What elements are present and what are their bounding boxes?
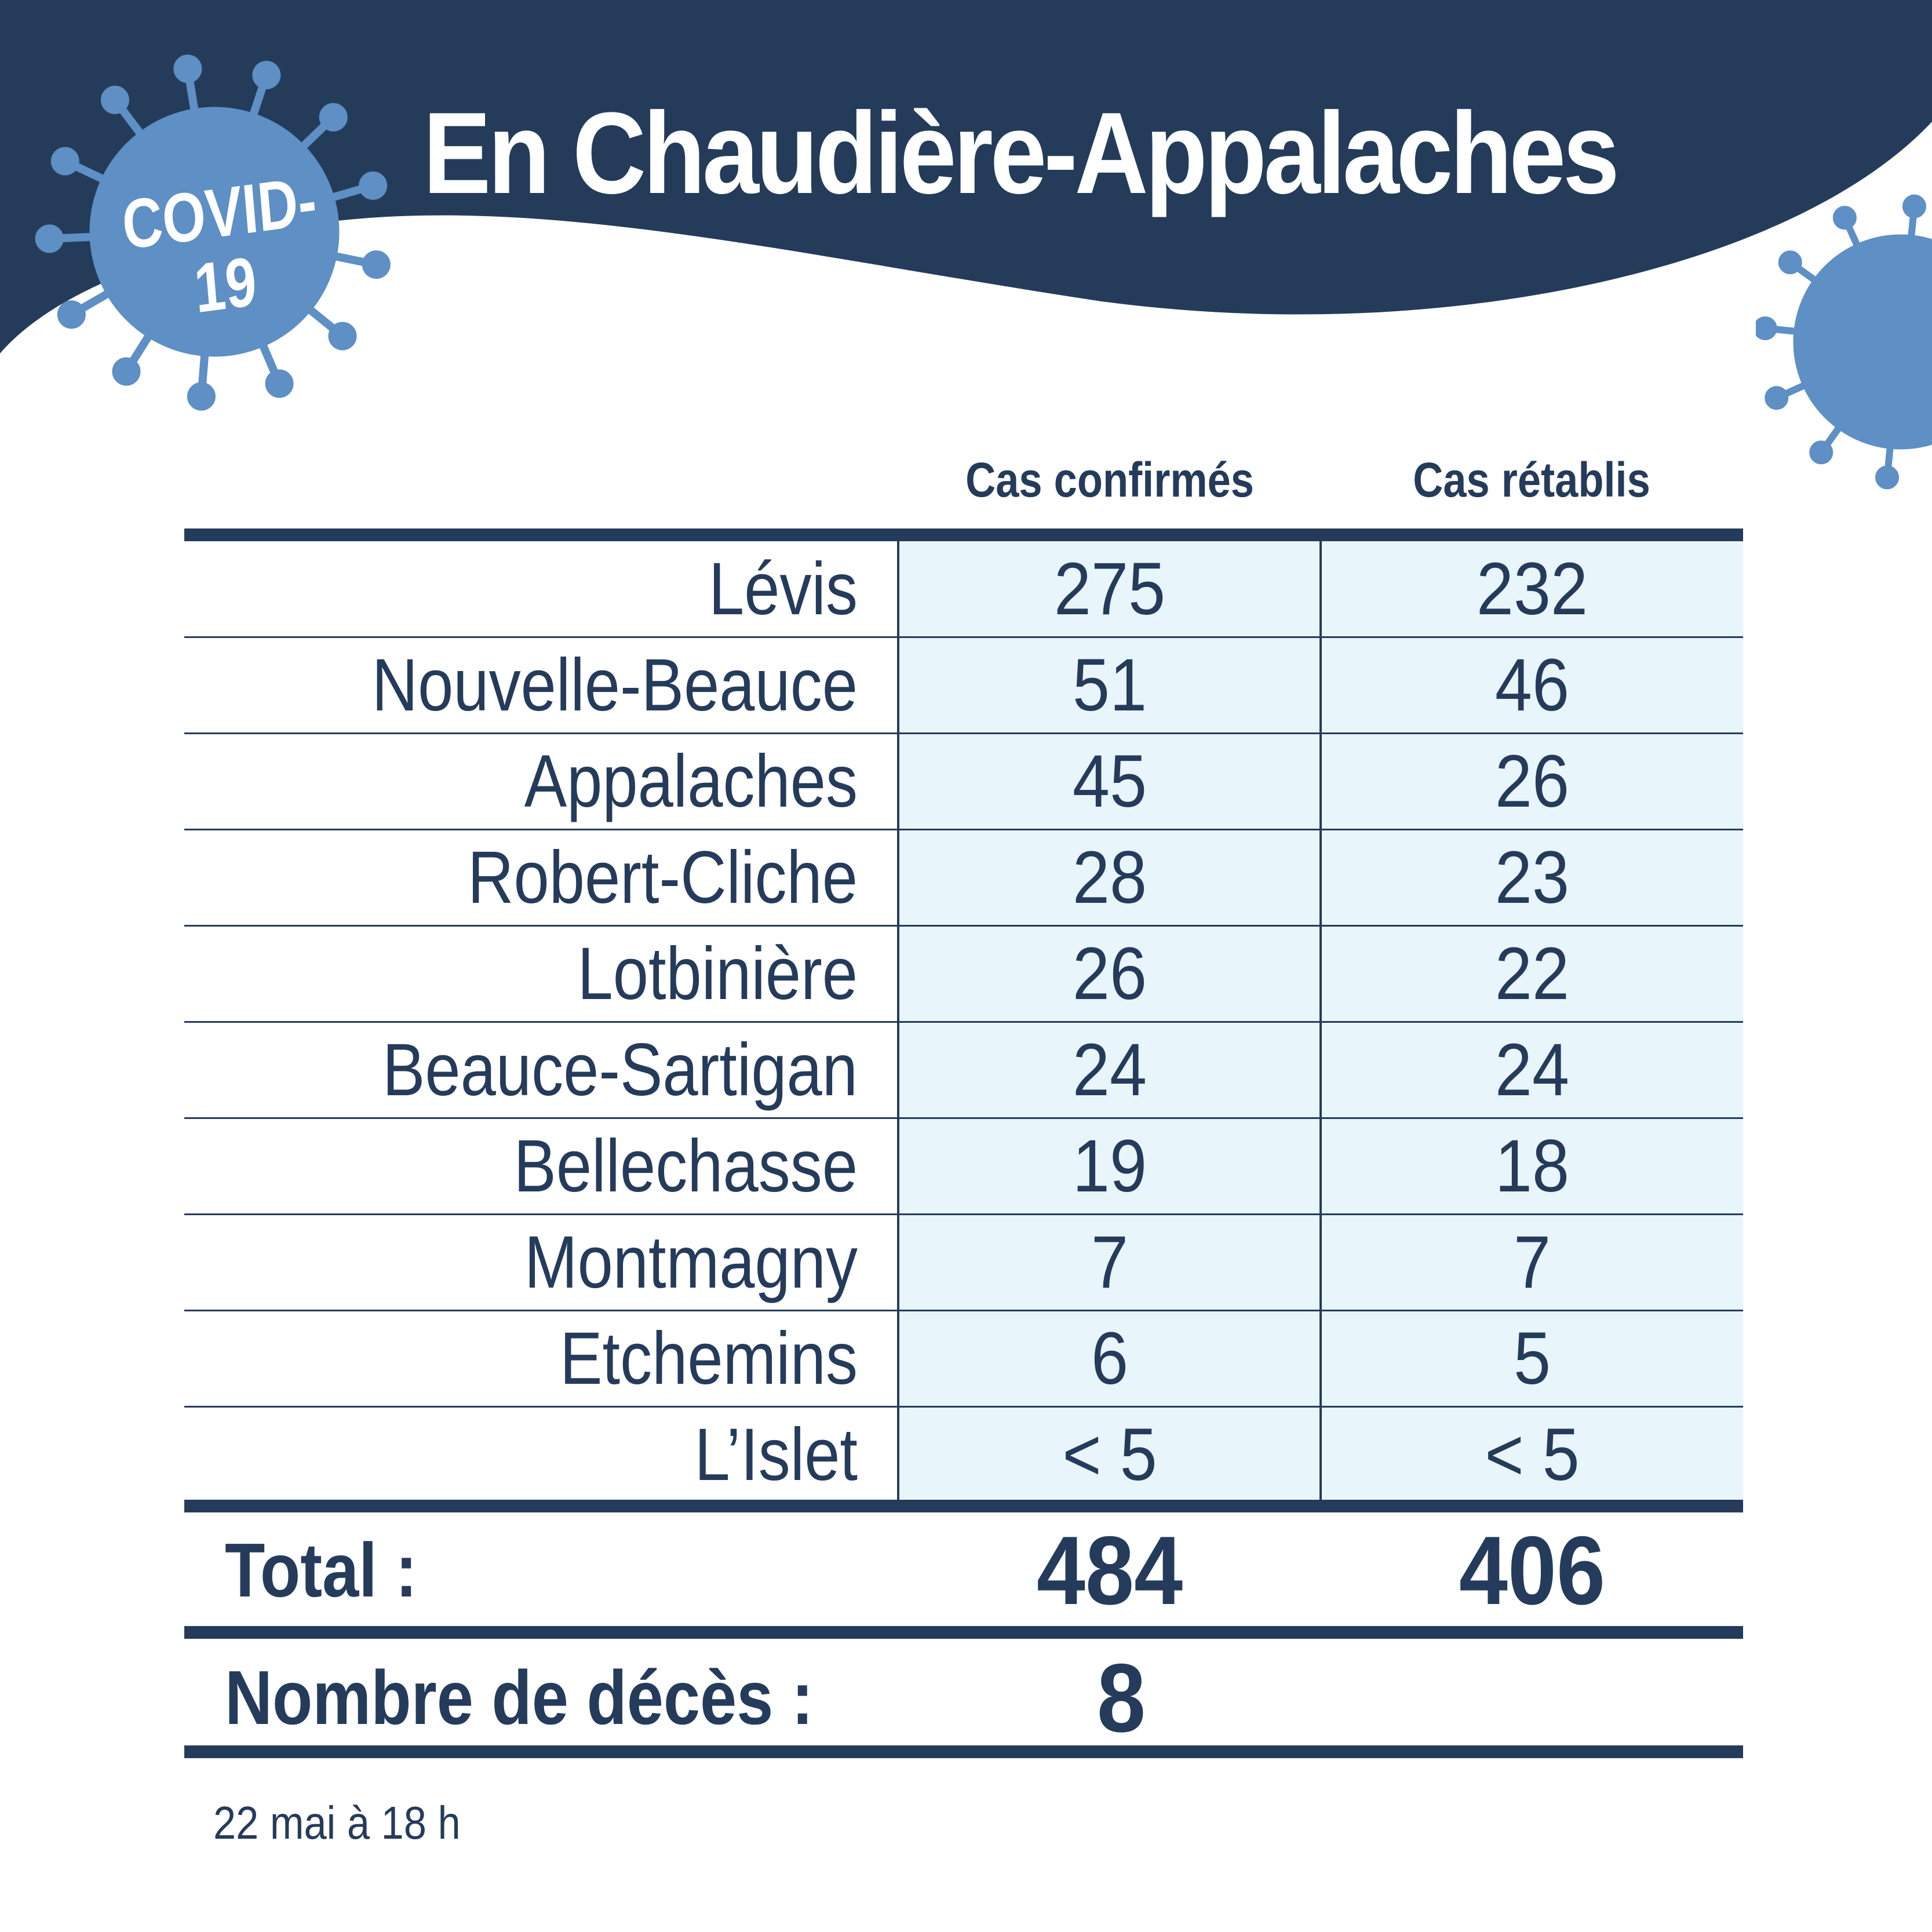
- column-header-recovered: Cas rétablis: [1413, 453, 1650, 507]
- table-row: Montmagny 7 7: [184, 1215, 1743, 1310]
- row-divider: [184, 1117, 1743, 1119]
- region-name: Beauce-Sartigan: [382, 1029, 858, 1111]
- table-row: Appalaches 45 26: [184, 734, 1743, 829]
- row-divider: [184, 1406, 1743, 1408]
- column-divider: [897, 541, 899, 1500]
- row-divider: [184, 925, 1743, 927]
- confirmed-count: 24: [1072, 1029, 1147, 1111]
- total-confirmed: 484: [1036, 1516, 1183, 1625]
- table-top-rule: [184, 528, 1743, 541]
- virus-icon-right: [1756, 194, 1932, 490]
- row-divider: [184, 732, 1743, 734]
- row-divider: [184, 636, 1743, 638]
- confirmed-count: 6: [1091, 1317, 1129, 1400]
- table-row: Lotbinière 26 22: [184, 926, 1743, 1022]
- confirmed-count: 51: [1072, 644, 1147, 727]
- region-name: Robert-Cliche: [468, 836, 858, 919]
- recovered-count: < 5: [1485, 1413, 1580, 1496]
- region-name: Lotbinière: [577, 932, 858, 1015]
- cases-table: Lévis 275 232 Nouvelle-Beauce 51 46 Appa…: [184, 527, 1743, 1501]
- region-name: L’Islet: [694, 1413, 858, 1496]
- confirmed-count: 19: [1072, 1125, 1147, 1208]
- region-name: Appalaches: [524, 740, 858, 823]
- region-name: Bellechasse: [513, 1125, 858, 1208]
- update-timestamp: 22 mai à 18 h: [213, 1797, 461, 1849]
- totals-top-rule: [184, 1500, 1743, 1512]
- row-divider: [184, 829, 1743, 830]
- region-name: Etchemins: [560, 1317, 858, 1400]
- region-name: Nouvelle-Beauce: [371, 644, 858, 727]
- page-title: En Chaudière-Appalaches: [423, 89, 1620, 218]
- region-name: Montmagny: [524, 1221, 858, 1304]
- recovered-count: 18: [1494, 1125, 1570, 1208]
- table-row: Nouvelle-Beauce 51 46: [184, 637, 1743, 733]
- header-banner: [0, 0, 1932, 353]
- confirmed-count: < 5: [1062, 1413, 1157, 1496]
- confirmed-count: 26: [1072, 932, 1147, 1015]
- table-row: Etchemins 6 5: [184, 1311, 1743, 1406]
- deaths-count: 8: [1096, 1643, 1146, 1752]
- total-recovered: 406: [1459, 1516, 1606, 1625]
- table-row: Robert-Cliche 28 23: [184, 830, 1743, 925]
- recovered-count: 24: [1494, 1029, 1570, 1111]
- deaths-label: Nombre de décès :: [225, 1655, 814, 1740]
- deaths-bottom-rule: [184, 1745, 1743, 1758]
- column-header-confirmed: Cas confirmés: [965, 453, 1254, 507]
- confirmed-count: 7: [1091, 1221, 1129, 1304]
- recovered-count: 7: [1513, 1221, 1551, 1304]
- recovered-count: 26: [1494, 740, 1570, 823]
- row-divider: [184, 1021, 1743, 1023]
- confirmed-count: 45: [1072, 740, 1147, 823]
- recovered-count: 46: [1494, 644, 1570, 727]
- recovered-count: 5: [1513, 1317, 1551, 1400]
- row-divider: [184, 1310, 1743, 1311]
- recovered-count: 23: [1494, 836, 1570, 919]
- total-label: Total :: [225, 1528, 418, 1613]
- confirmed-count: 275: [1054, 548, 1166, 630]
- table-row: Bellechasse 19 18: [184, 1118, 1743, 1214]
- recovered-count: 232: [1476, 548, 1588, 630]
- deaths-top-rule: [184, 1626, 1743, 1639]
- confirmed-count: 28: [1072, 836, 1147, 919]
- covid-badge: COVID- 19: [115, 162, 331, 352]
- table-row: Lévis 275 232: [184, 541, 1743, 637]
- column-divider: [1319, 541, 1322, 1500]
- region-name: Lévis: [709, 548, 858, 630]
- row-divider: [184, 1213, 1743, 1215]
- virus-icon-left: [35, 54, 391, 411]
- table-row: Beauce-Sartigan 24 24: [184, 1022, 1743, 1118]
- recovered-count: 22: [1494, 932, 1570, 1015]
- table-row: L’Islet < 5 < 5: [184, 1407, 1743, 1503]
